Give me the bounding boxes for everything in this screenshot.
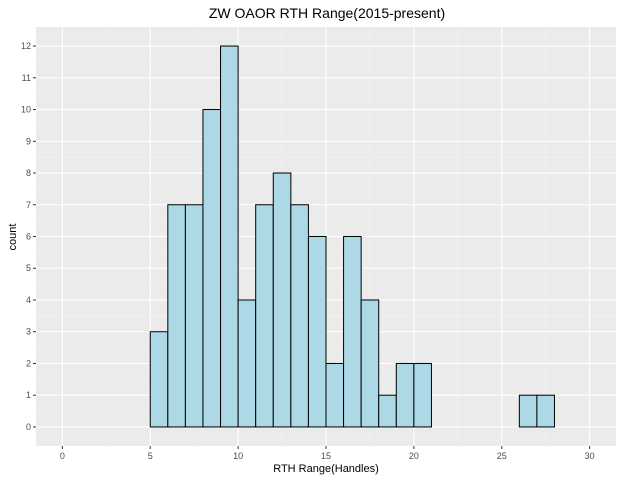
histogram-bar [536,394,555,428]
x-tick-label: 25 [497,451,507,461]
histogram-bar [413,362,432,428]
y-axis-title: count [7,224,19,251]
y-tick-label: 2 [26,358,31,368]
y-tick-label: 9 [26,136,31,146]
histogram-bar [378,394,397,428]
chart-title: ZW OAOR RTH Range(2015-present) [209,5,445,21]
histogram-bar [202,109,222,428]
histogram-bar [395,362,415,428]
x-tick-label: 20 [409,451,419,461]
histogram-bar [360,299,380,428]
y-tick-label: 5 [26,263,31,273]
x-tick-label: 5 [148,451,153,461]
y-tick-label: 8 [26,168,31,178]
histogram-bar [307,236,327,428]
histogram-bar [149,331,169,428]
x-tick-label: 30 [585,451,595,461]
histogram-bar [290,204,309,428]
y-tick-label: 0 [26,422,31,432]
y-tick-label: 4 [26,295,31,305]
histogram-bar [184,204,204,428]
x-tick-label: 0 [60,451,65,461]
histogram-bar [325,362,345,428]
histogram-bar [237,299,257,428]
histogram-bar [343,236,362,428]
y-tick-label: 10 [21,105,31,115]
y-tick-label: 6 [26,232,31,242]
histogram-bars [149,45,555,428]
y-tick-label: 11 [22,73,31,83]
y-tick-label: 1 [26,390,31,400]
x-axis-title: RTH Range(Handles) [273,463,379,475]
y-tick-label: 12 [21,41,31,51]
x-tick-label: 15 [321,451,331,461]
histogram-bar [272,172,292,428]
histogram-bar [220,45,239,428]
histogram-bar [255,204,274,428]
histogram-bar [518,394,538,428]
x-axis: 0 5 10 15 20 25 30 [60,446,595,461]
histogram-bar [167,204,186,428]
y-tick-label: 7 [26,200,31,210]
x-tick-label: 10 [233,451,243,461]
y-tick-label: 3 [26,327,31,337]
